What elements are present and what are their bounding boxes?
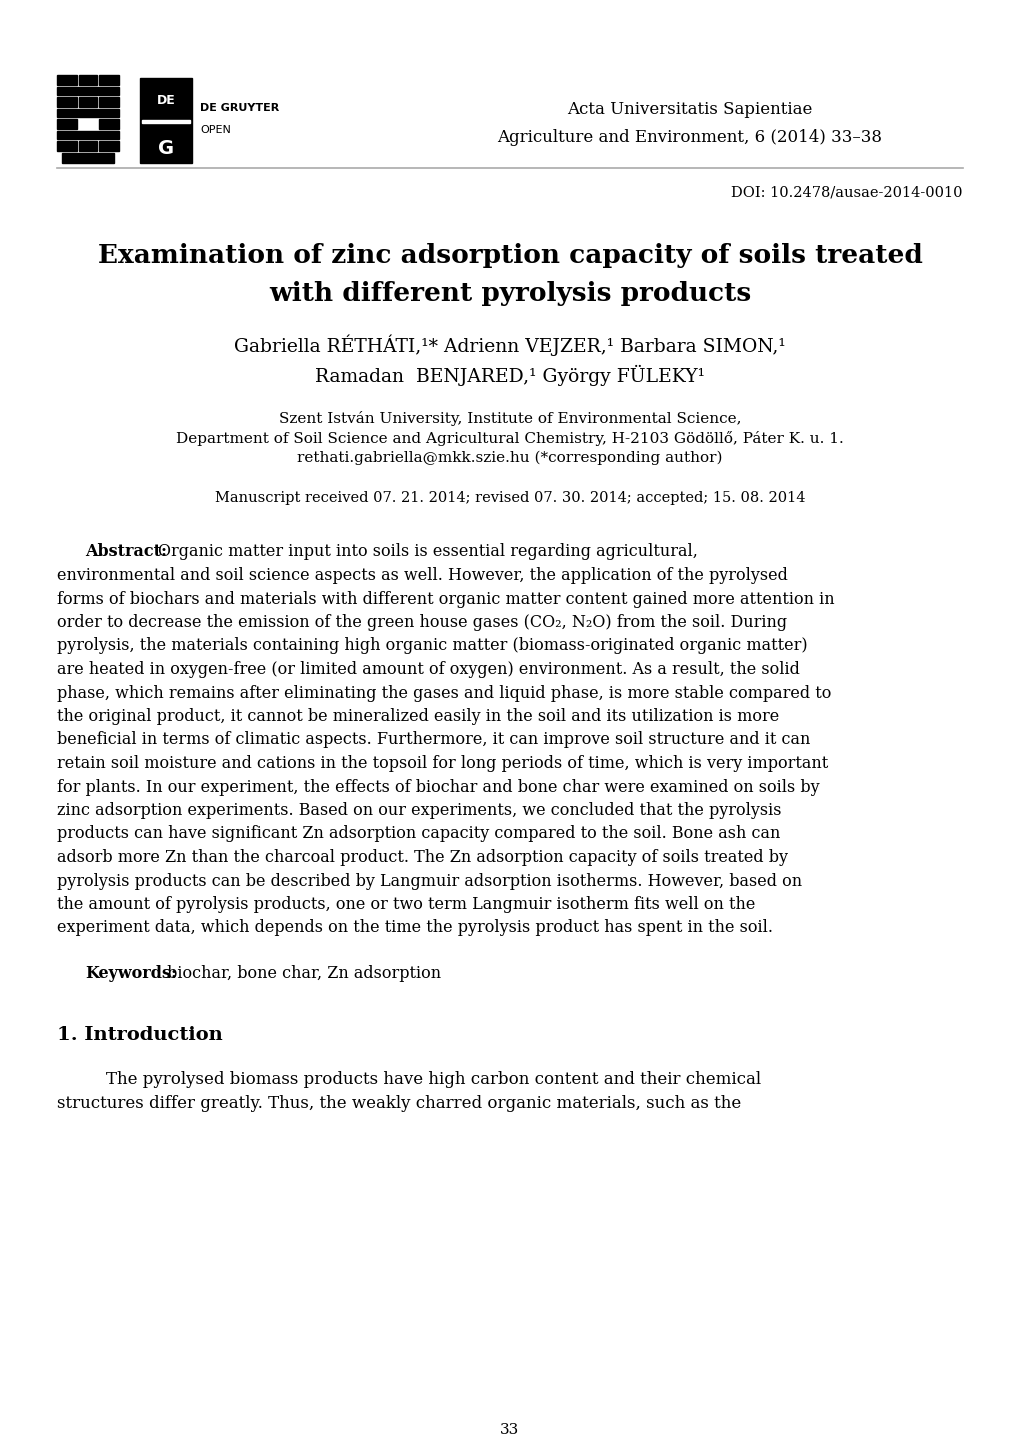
Text: order to decrease the emission of the green house gases (CO₂, N₂O) from the soil: order to decrease the emission of the gr… (57, 614, 787, 632)
Text: Manuscript received 07. 21. 2014; revised 07. 30. 2014; accepted; 15. 08. 2014: Manuscript received 07. 21. 2014; revise… (215, 491, 804, 505)
Bar (99, 119, 119, 129)
Text: with different pyrolysis products: with different pyrolysis products (269, 280, 750, 305)
Bar (57, 87, 119, 94)
Bar (142, 121, 190, 123)
Text: adsorb more Zn than the charcoal product. The Zn adsorption capacity of soils tr: adsorb more Zn than the charcoal product… (57, 849, 788, 865)
Text: forms of biochars and materials with different organic matter content gained mor: forms of biochars and materials with dif… (57, 591, 834, 607)
Text: pyrolysis products can be described by Langmuir adsorption isotherms. However, b: pyrolysis products can be described by L… (57, 873, 801, 890)
Text: structures differ greatly. Thus, the weakly charred organic materials, such as t: structures differ greatly. Thus, the wea… (57, 1095, 741, 1111)
Text: G: G (158, 138, 174, 157)
Bar (99, 76, 119, 86)
Bar (140, 78, 192, 163)
Text: Gabriella RÉTHÁTI,¹* Adrienn VEJZER,¹ Barbara SIMON,¹: Gabriella RÉTHÁTI,¹* Adrienn VEJZER,¹ Ba… (234, 334, 785, 356)
Text: Examination of zinc adsorption capacity of soils treated: Examination of zinc adsorption capacity … (98, 242, 921, 267)
Bar (99, 141, 119, 151)
Text: OPEN: OPEN (200, 125, 230, 135)
Text: the amount of pyrolysis products, one or two term Langmuir isotherm fits well on: the amount of pyrolysis products, one or… (57, 896, 755, 913)
Text: the original product, it cannot be mineralized easily in the soil and its utiliz: the original product, it cannot be miner… (57, 709, 779, 725)
Text: products can have significant Zn adsorption capacity compared to the soil. Bone : products can have significant Zn adsorpt… (57, 826, 780, 842)
Bar (57, 119, 76, 129)
Text: for plants. In our experiment, the effects of biochar and bone char were examine: for plants. In our experiment, the effec… (57, 778, 819, 796)
Text: zinc adsorption experiments. Based on our experiments, we concluded that the pyr: zinc adsorption experiments. Based on ou… (57, 802, 781, 819)
Text: DOI: 10.2478/ausae-2014-0010: DOI: 10.2478/ausae-2014-0010 (731, 186, 962, 200)
Bar (78, 141, 97, 151)
Text: DE: DE (157, 93, 175, 106)
Bar (57, 76, 76, 86)
Text: Szent István University, Institute of Environmental Science,: Szent István University, Institute of En… (278, 411, 741, 425)
Text: biochar, bone char, Zn adsorption: biochar, bone char, Zn adsorption (162, 966, 440, 982)
Text: experiment data, which depends on the time the pyrolysis product has spent in th: experiment data, which depends on the ti… (57, 919, 772, 937)
Text: 33: 33 (500, 1423, 519, 1437)
Text: Acta Universitatis Sapientiae: Acta Universitatis Sapientiae (567, 102, 812, 119)
Text: retain soil moisture and cations in the topsoil for long periods of time, which : retain soil moisture and cations in the … (57, 755, 827, 772)
Bar (62, 152, 114, 163)
Text: environmental and soil science aspects as well. However, the application of the : environmental and soil science aspects a… (57, 566, 787, 584)
Text: Department of Soil Science and Agricultural Chemistry, H-2103 Gödöllő, Páter K. : Department of Soil Science and Agricultu… (176, 430, 843, 446)
Text: The pyrolysed biomass products have high carbon content and their chemical: The pyrolysed biomass products have high… (85, 1072, 760, 1088)
Bar (57, 97, 76, 107)
Text: pyrolysis, the materials containing high organic matter (biomass-originated orga: pyrolysis, the materials containing high… (57, 637, 807, 655)
Text: beneficial in terms of climatic aspects. Furthermore, it can improve soil struct: beneficial in terms of climatic aspects.… (57, 732, 809, 748)
Text: 1. Introduction: 1. Introduction (57, 1027, 222, 1044)
Bar (78, 97, 97, 107)
Text: Agriculture and Environment, 6 (2014) 33–38: Agriculture and Environment, 6 (2014) 33… (497, 129, 881, 147)
Text: are heated in oxygen-free (or limited amount of oxygen) environment. As a result: are heated in oxygen-free (or limited am… (57, 661, 799, 678)
Bar (57, 131, 119, 139)
Bar (57, 109, 119, 118)
Bar (99, 97, 119, 107)
Text: rethati.gabriella@mkk.szie.hu (*corresponding author): rethati.gabriella@mkk.szie.hu (*correspo… (297, 450, 722, 465)
Text: Abstract:: Abstract: (85, 543, 167, 560)
Text: DE GRUYTER: DE GRUYTER (200, 103, 279, 113)
Text: Organic matter input into soils is essential regarding agricultural,: Organic matter input into soils is essen… (158, 543, 697, 560)
Bar (57, 141, 76, 151)
Text: phase, which remains after eliminating the gases and liquid phase, is more stabl: phase, which remains after eliminating t… (57, 684, 830, 701)
Bar (78, 76, 97, 86)
Text: Keywords:: Keywords: (85, 966, 177, 982)
Text: Ramadan  BENJARED,¹ György FÜLEKY¹: Ramadan BENJARED,¹ György FÜLEKY¹ (315, 364, 704, 386)
